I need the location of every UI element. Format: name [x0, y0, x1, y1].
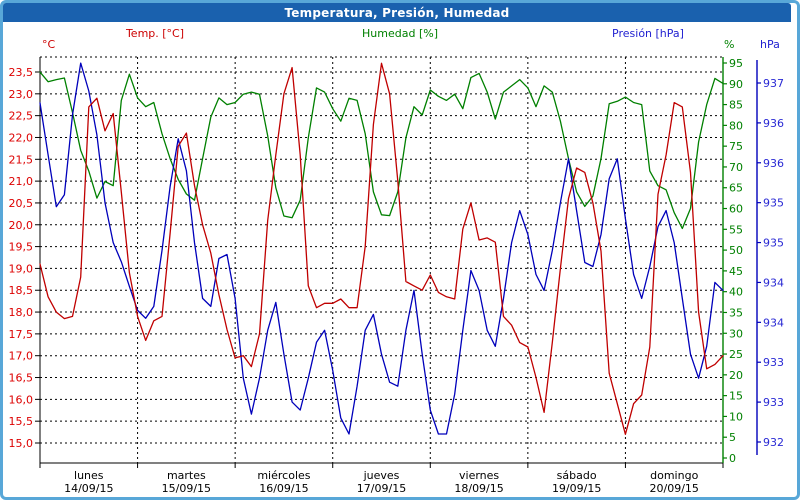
svg-text:21,0: 21,0 — [9, 175, 34, 188]
svg-text:25: 25 — [729, 348, 743, 361]
window-titlebar: Temperatura, Presión, Humedad — [3, 3, 791, 22]
svg-text:16,0: 16,0 — [9, 393, 34, 406]
svg-text:23,5: 23,5 — [9, 66, 34, 79]
day-label: lunes — [74, 469, 104, 482]
day-label: jueves — [363, 469, 400, 482]
svg-text:20: 20 — [729, 369, 743, 382]
svg-text:15,0: 15,0 — [9, 437, 34, 450]
svg-text:60: 60 — [729, 203, 743, 216]
day-date: 17/09/15 — [357, 482, 406, 495]
day-label: martes — [167, 469, 206, 482]
humidity-line — [39, 71, 724, 230]
svg-text:40: 40 — [729, 286, 743, 299]
svg-text:23,0: 23,0 — [9, 88, 34, 101]
svg-text:937: 937 — [763, 77, 784, 90]
svg-text:933: 933 — [763, 396, 784, 409]
humidity-axis-unit: % — [724, 38, 735, 51]
svg-text:936: 936 — [763, 157, 784, 170]
svg-text:45: 45 — [729, 265, 743, 278]
grid — [40, 56, 723, 463]
svg-text:936: 936 — [763, 117, 784, 130]
svg-text:15,5: 15,5 — [9, 415, 34, 428]
svg-text:16,5: 16,5 — [9, 372, 34, 385]
svg-text:21,5: 21,5 — [9, 153, 34, 166]
svg-text:5: 5 — [729, 431, 736, 444]
pressure-line — [39, 62, 724, 435]
svg-text:10: 10 — [729, 410, 743, 423]
day-label: sábado — [557, 469, 597, 482]
svg-text:50: 50 — [729, 244, 743, 257]
svg-text:95: 95 — [729, 57, 743, 70]
svg-text:934: 934 — [763, 276, 784, 289]
svg-text:15: 15 — [729, 390, 743, 403]
humidity-series-label: Humedad [%] — [362, 27, 438, 40]
svg-text:17,0: 17,0 — [9, 350, 34, 363]
svg-text:80: 80 — [729, 119, 743, 132]
svg-text:75: 75 — [729, 140, 743, 153]
svg-text:85: 85 — [729, 99, 743, 112]
day-date: 16/09/15 — [259, 482, 308, 495]
temperature-series-label: Temp. [°C] — [125, 27, 185, 40]
day-label: domingo — [650, 469, 698, 482]
temperature-axis: 15,0 15,5 16,0 16,5 17,0 17,5 18,0 18,5 19,0 19,5… — [9, 57, 41, 463]
svg-text:935: 935 — [763, 237, 784, 250]
day-label: miércoles — [257, 469, 310, 482]
svg-text:22,5: 22,5 — [9, 110, 34, 123]
humidity-axis: 0 5 10 15 20 25 30 35 40 45 50 55 60 65 70 75 80 85 90 95 — [722, 57, 743, 465]
svg-text:55: 55 — [729, 223, 743, 236]
svg-text:934: 934 — [763, 316, 784, 329]
day-date: 18/09/15 — [454, 482, 503, 495]
svg-text:933: 933 — [763, 356, 784, 369]
svg-text:35: 35 — [729, 306, 743, 319]
svg-text:65: 65 — [729, 182, 743, 195]
svg-text:17,5: 17,5 — [9, 328, 34, 341]
svg-text:935: 935 — [763, 197, 784, 210]
pressure-axis: 937 936 936 935 935 934 934 933 933 932 — [756, 60, 784, 455]
svg-text:90: 90 — [729, 78, 743, 91]
day-date: 20/09/15 — [650, 482, 699, 495]
pressure-axis-unit: hPa — [760, 38, 780, 51]
svg-text:18,5: 18,5 — [9, 284, 34, 297]
svg-text:19,5: 19,5 — [9, 241, 34, 254]
svg-text:20,5: 20,5 — [9, 197, 34, 210]
svg-text:18,0: 18,0 — [9, 306, 34, 319]
svg-text:19,0: 19,0 — [9, 262, 34, 275]
pressure-series-label: Presión [hPa] — [612, 27, 684, 40]
svg-text:22,0: 22,0 — [9, 131, 34, 144]
svg-text:932: 932 — [763, 436, 784, 449]
day-date: 19/09/15 — [552, 482, 601, 495]
window-title: Temperatura, Presión, Humedad — [284, 5, 510, 20]
svg-text:70: 70 — [729, 161, 743, 174]
temperature-line — [39, 62, 724, 435]
svg-text:30: 30 — [729, 327, 743, 340]
day-label: viernes — [459, 469, 499, 482]
day-date: 14/09/15 — [64, 482, 113, 495]
svg-text:20,0: 20,0 — [9, 219, 34, 232]
svg-text:0: 0 — [729, 452, 736, 465]
day-date: 15/09/15 — [162, 482, 211, 495]
left-axis-unit: °C — [42, 38, 56, 51]
